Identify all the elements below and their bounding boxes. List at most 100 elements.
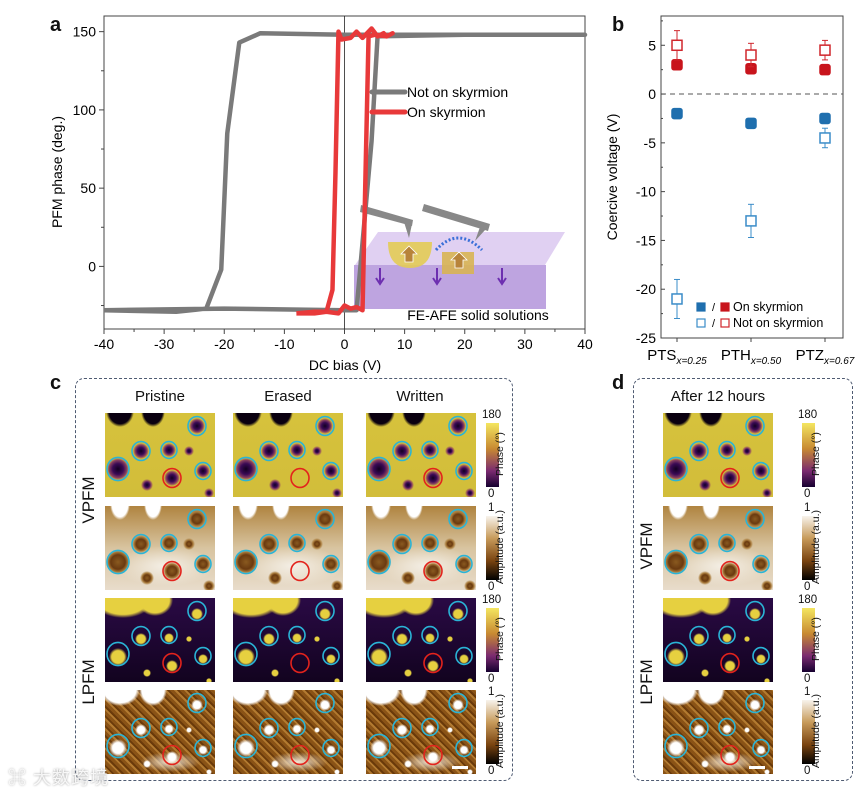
pfm-image-pristine-vphase [105, 413, 215, 497]
y-tick-label: -15 [636, 232, 656, 248]
data-point [671, 107, 683, 120]
target-circle-marker [423, 467, 443, 489]
data-point [671, 293, 683, 305]
skyrmion-circle-marker [448, 600, 468, 622]
watermark-text: 大数跨境 [33, 768, 110, 788]
skyrmion-circle-marker [455, 461, 473, 481]
skyrmion-circle-marker [752, 554, 770, 574]
afm-tip-cantilever [422, 204, 490, 231]
up-arrow-icon [450, 251, 468, 269]
phase-colorbar [486, 608, 499, 672]
colorbar-title: Amplitude (a.u.) [494, 509, 506, 585]
skyrmion-circle-marker [234, 456, 258, 482]
y-tick-label: -10 [636, 184, 656, 200]
x-tick-label: 0 [341, 336, 349, 352]
skyrmion-circle-marker [718, 440, 736, 460]
target-circle-marker [720, 467, 740, 489]
y-tick-label: 150 [73, 24, 97, 40]
skyrmion-circle-marker [288, 440, 306, 460]
skyrmion-circle-marker [315, 692, 335, 714]
legend-label: Not on skyrmion [407, 84, 508, 100]
target-circle-marker [290, 560, 310, 582]
y-tick-label: -5 [644, 135, 657, 151]
colorbar-title: Phase (°) [494, 617, 506, 661]
pfm-image-after-12-hours-lphase [663, 598, 773, 682]
panel-label-c: c [50, 372, 62, 394]
up-arrow-icon [400, 245, 418, 263]
x-tick-label: 40 [577, 336, 593, 352]
data-point [671, 39, 683, 52]
skyrmion-circle-marker [718, 625, 736, 645]
skyrmion-circle-marker [187, 415, 207, 437]
skyrmion-circle-marker [131, 440, 151, 462]
y-tick-label: 5 [648, 37, 656, 53]
colorbar-min-label: 0 [488, 488, 495, 500]
colorbar-min-label: 0 [804, 488, 811, 500]
y-tick-label: -25 [636, 330, 656, 346]
colorbar-title: Amplitude (a.u.) [810, 693, 822, 769]
colorbar-max-label: 1 [488, 686, 495, 698]
down-arrow-icon [375, 268, 385, 286]
skyrmion-circle-marker [718, 533, 736, 553]
skyrmion-circle-marker [259, 440, 279, 462]
pfm-image-pristine-vamp [105, 506, 215, 590]
colorbar-max-label: 1 [804, 686, 811, 698]
colorbar-min-label: 0 [804, 673, 811, 685]
skyrmion-circle-marker [455, 554, 473, 574]
colorbar-max-label: 1 [804, 502, 811, 514]
skyrmion-circle-marker [187, 600, 207, 622]
phase-colorbar [486, 423, 499, 487]
amplitude-colorbar [802, 516, 815, 580]
skyrmion-circle-marker [106, 456, 130, 482]
colorbar-title: Phase (°) [810, 617, 822, 661]
scale-bar [452, 766, 468, 769]
legend-label: On skyrmion [733, 300, 803, 314]
category-name: PTS [647, 347, 676, 364]
skyrmion-circle-marker [367, 456, 391, 482]
skyrmion-circle-marker [322, 738, 340, 758]
skyrmion-circle-marker [745, 508, 765, 530]
colorbar-max-label: 180 [482, 409, 502, 421]
skyrmion-circle-marker [259, 717, 279, 739]
panel-label-a: a [50, 14, 62, 36]
inset-caption: FE-AFE solid solutions [407, 307, 549, 323]
skyrmion-circle-marker [259, 625, 279, 647]
target-circle-marker [290, 467, 310, 489]
row-label-lpfm: LPFM [79, 659, 98, 705]
pfm-image-written-vphase [366, 413, 476, 497]
colorbar-min-label: 0 [804, 581, 811, 593]
afm-tip [404, 222, 412, 238]
amplitude-colorbar [486, 700, 499, 764]
pfm-image-erased-vamp [233, 506, 343, 590]
x-tick-label: 20 [457, 336, 473, 352]
phase-colorbar [802, 423, 815, 487]
column-header-written: Written [396, 388, 444, 405]
skyrmion-circle-marker [259, 533, 279, 555]
colorbar-title: Phase (°) [810, 432, 822, 476]
skyrmion-field [434, 236, 484, 252]
skyrmion-circle-marker [392, 717, 412, 739]
skyrmion-circle-marker [745, 600, 765, 622]
data-point [819, 132, 831, 144]
skyrmion-circle-marker [752, 738, 770, 758]
panel-d-frame [633, 378, 853, 781]
amplitude-colorbar [802, 700, 815, 764]
target-circle-marker [162, 744, 182, 766]
legend-label: Not on skyrmion [733, 316, 823, 330]
skyrmion-circle-marker [664, 456, 688, 482]
skyrmion-circle-marker [131, 533, 151, 555]
x-axis-label: DC bias (V) [309, 357, 381, 373]
legend-separator: / [712, 318, 716, 330]
target-circle-marker [162, 560, 182, 582]
down-arrow-icon [432, 268, 442, 286]
target-circle-marker [423, 744, 443, 766]
category-subscript: x=0.25 [675, 356, 707, 367]
skyrmion-circle-marker [421, 625, 439, 645]
skyrmion-circle-marker [367, 733, 391, 759]
pfm-image-after-12-hours-vphase [663, 413, 773, 497]
inset-schematic [354, 204, 565, 309]
colorbar-min-label: 0 [488, 581, 495, 593]
y-tick-label: 0 [648, 86, 656, 102]
skyrmion-circle-marker [106, 733, 130, 759]
data-point [819, 44, 831, 56]
